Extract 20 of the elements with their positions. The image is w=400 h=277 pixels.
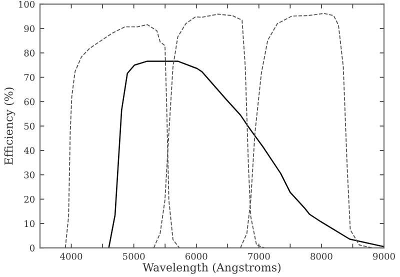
x-tick-label: 6000 bbox=[185, 252, 208, 260]
x-axis-title: Wavelength (Angstroms) bbox=[142, 262, 281, 274]
x-tick-label: 5000 bbox=[123, 252, 145, 260]
y-axis-title: Efficiency (%) bbox=[4, 88, 16, 165]
y-tick-label: 80 bbox=[24, 50, 35, 56]
y-tick-label: 40 bbox=[24, 147, 35, 154]
y-tick-label: 100 bbox=[19, 0, 35, 8]
x-tick-label: 8000 bbox=[310, 252, 332, 260]
y-tick-label: 50 bbox=[24, 122, 35, 130]
x-tick-label: 7000 bbox=[248, 252, 270, 260]
x-tick-label: 9000 bbox=[373, 252, 395, 260]
y-tick-label: 0 bbox=[30, 244, 35, 252]
y-tick-label: 90 bbox=[24, 25, 35, 32]
line-series bbox=[108, 60, 384, 248]
y-tick-label: 20 bbox=[24, 196, 35, 203]
y-tick-label: 70 bbox=[24, 74, 35, 81]
y-tick-label: 10 bbox=[24, 220, 35, 228]
y-tick-label: 30 bbox=[24, 172, 35, 178]
y-tick-label: 60 bbox=[24, 98, 35, 106]
x-tick-label: 4000 bbox=[60, 252, 82, 260]
